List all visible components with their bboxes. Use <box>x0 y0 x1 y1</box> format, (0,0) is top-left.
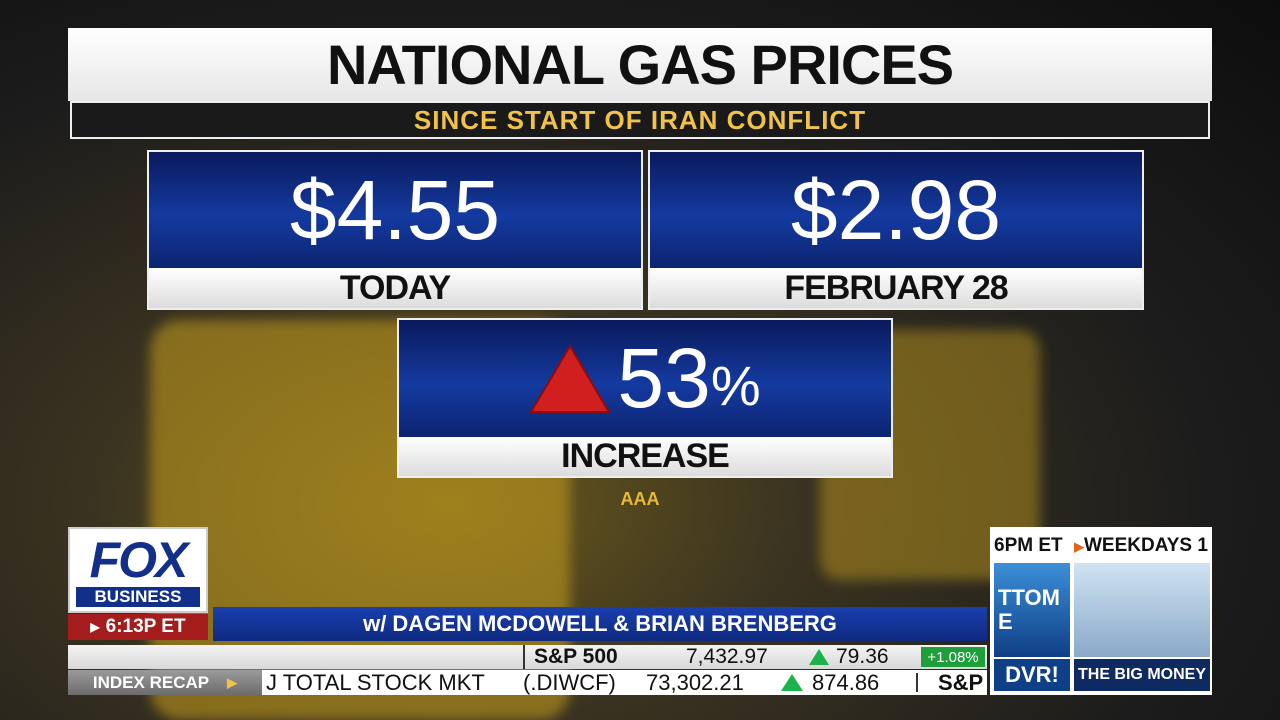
change-unit: % <box>710 354 761 417</box>
ticker-label: INDEX RECAP ▶ <box>68 670 262 695</box>
promo-time: 6PM ET <box>994 535 1063 556</box>
up-arrow <box>809 649 829 665</box>
promo-dvr: DVR! <box>994 659 1070 691</box>
change-value: 53 <box>617 331 711 425</box>
ticker-level: 7,432.97 <box>686 645 768 668</box>
price-panel: $2.98 FEBRUARY 28 <box>648 150 1144 310</box>
promo: 6PM ET ▶WEEKDAYS 1 TTOM E DVR! THE BIG M… <box>990 527 1212 695</box>
promo-hosts <box>1074 563 1210 657</box>
change-label: INCREASE <box>399 437 891 476</box>
promo-show: E <box>998 609 1013 634</box>
promo-schedule: ▶WEEKDAYS 1 <box>1074 535 1208 556</box>
ticker-index: S&P 500 <box>534 645 618 668</box>
logo-name: FOX <box>89 532 189 588</box>
ticker-next: S&P <box>938 670 984 695</box>
promo-show: TTOM <box>998 585 1060 610</box>
promo-show-art: TTOM E <box>994 563 1070 657</box>
clock: ▶ 6:13P ET <box>68 614 208 640</box>
subtitle: SINCE START OF IRAN CONFLICT <box>70 101 1210 139</box>
ticker-symbol: (.DIWCF) <box>523 670 616 695</box>
ticker-name: J TOTAL STOCK MKT <box>266 670 485 695</box>
time: 6:13P ET <box>105 616 186 637</box>
change-panel: 53 % INCREASE <box>397 318 893 478</box>
change-box: 53 % <box>399 320 891 437</box>
promo-next-show: THE BIG MONEY <box>1074 659 1210 691</box>
price-value: $4.55 <box>149 152 641 268</box>
up-arrow <box>529 343 612 413</box>
price-label: FEBRUARY 28 <box>650 268 1142 308</box>
ticker-percent: +1.08% <box>921 647 985 667</box>
ticker-row: S&P 500 7,432.97 79.36 +1.08% <box>68 645 987 669</box>
show-banner: w/ DAGEN MCDOWELL & BRIAN BRENBERG <box>213 607 987 641</box>
promo-schedule-text: WEEKDAYS 1 <box>1084 535 1208 556</box>
logo-sub: BUSINESS <box>76 587 200 607</box>
ticker-label-text: INDEX RECAP <box>92 672 210 692</box>
ticker-change: 874.86 <box>812 670 880 695</box>
ticker-level: 73,302.21 <box>646 670 744 695</box>
price-value: $2.98 <box>650 152 1142 268</box>
up-arrow <box>781 674 803 691</box>
ticker-change: 79.36 <box>836 645 889 668</box>
divider <box>523 645 525 669</box>
title: NATIONAL GAS PRICES <box>68 28 1212 101</box>
ticker-row: INDEX RECAP ▶ J TOTAL STOCK MKT (.DIWCF) … <box>68 670 987 695</box>
price-label: TODAY <box>149 268 641 308</box>
price-panel: $4.55 TODAY <box>147 150 643 310</box>
divider <box>916 673 918 692</box>
logo: FOX BUSINESS <box>68 527 208 613</box>
source: AAA <box>620 488 660 509</box>
